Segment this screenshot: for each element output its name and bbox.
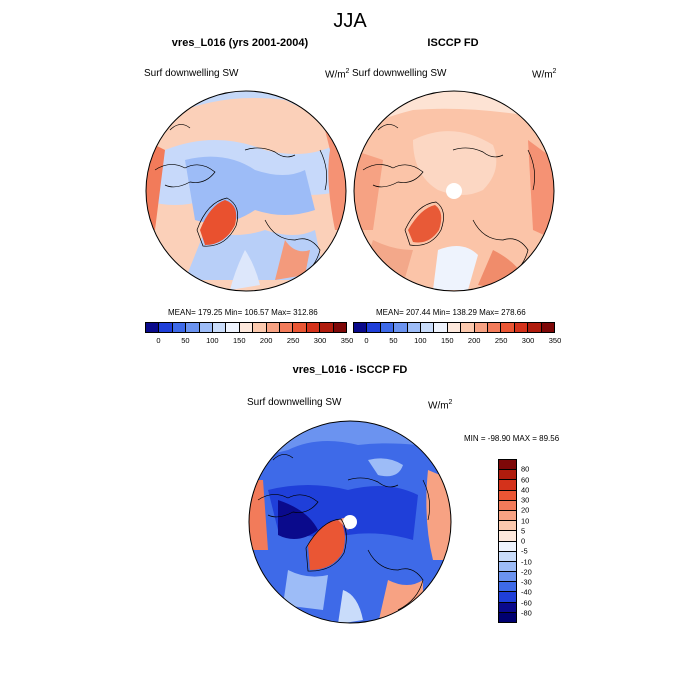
colorbar-tick-label: 30 xyxy=(521,495,530,505)
colorbar-tick-label: 350 xyxy=(340,336,354,345)
colorbar-tick-label: 50 xyxy=(181,336,190,345)
colorbar-swatch xyxy=(499,561,516,573)
map2-title: ISCCP FD xyxy=(427,37,479,49)
colorbar-swatch xyxy=(499,490,516,501)
colorbar-tick-label: 350 xyxy=(548,336,562,345)
colorbar-tick-label: -60 xyxy=(521,598,532,607)
diff-map-polar-plot xyxy=(248,420,452,624)
colorbar-tick-label: -10 xyxy=(521,557,532,566)
colorbar-swatch xyxy=(499,541,516,552)
colorbar-swatch xyxy=(367,323,381,332)
diff-map-title: vres_L016 - ISCCP FD xyxy=(292,364,408,376)
colorbar-swatch xyxy=(461,323,475,332)
diff-map-colorbar xyxy=(498,459,517,623)
colorbar-swatch xyxy=(354,323,368,332)
colorbar-swatch xyxy=(394,323,408,332)
colorbar-tick-label: 300 xyxy=(313,336,327,345)
colorbar-swatch xyxy=(239,323,254,332)
colorbar-tick-label: 0 xyxy=(156,336,161,345)
diff-map-variable-label: Surf downwelling SW xyxy=(247,397,342,408)
colorbar-swatch xyxy=(499,612,516,622)
map1-colorbar xyxy=(145,322,347,333)
colorbar-swatch xyxy=(159,323,173,332)
colorbar-tick-label: 0 xyxy=(364,336,369,345)
colorbar-tick-label: 150 xyxy=(441,336,454,345)
colorbar-tick-label: 250 xyxy=(286,336,300,345)
map1-variable-label: Surf downwelling SW xyxy=(144,68,239,79)
colorbar-swatch xyxy=(499,582,516,593)
colorbar-tick-label: 60 xyxy=(521,475,530,484)
map1-polar-plot xyxy=(145,90,347,292)
map2-polar-plot xyxy=(353,90,555,292)
diff-map-stats: MIN = -98.90 MAX = 89.56 xyxy=(464,434,560,443)
colorbar-swatch xyxy=(499,572,516,583)
colorbar-swatch xyxy=(499,510,516,522)
colorbar-swatch xyxy=(186,323,200,332)
colorbar-swatch xyxy=(434,323,448,332)
colorbar-tick-label: 100 xyxy=(206,336,219,345)
colorbar-swatch xyxy=(528,323,542,332)
map2-variable-label: Surf downwelling SW xyxy=(352,68,447,79)
map2-stats: MEAN= 207.44 Min= 138.29 Max= 278.66 xyxy=(376,308,526,317)
map2-colorbar xyxy=(353,322,555,333)
colorbar-tick-label: -40 xyxy=(521,587,532,597)
diff-map-units: W/m2 xyxy=(428,399,453,412)
colorbar-swatch xyxy=(488,323,502,332)
colorbar-tick-label: 50 xyxy=(389,336,398,345)
colorbar-swatch xyxy=(172,323,187,332)
colorbar-tick-label: 150 xyxy=(233,336,246,345)
colorbar-tick-label: -30 xyxy=(521,577,532,587)
colorbar-tick-label: 300 xyxy=(521,336,535,345)
colorbar-tick-label: 5 xyxy=(521,526,526,536)
colorbar-tick-label: 250 xyxy=(494,336,508,345)
colorbar-swatch xyxy=(226,323,240,332)
colorbar-swatch xyxy=(541,323,555,332)
colorbar-swatch xyxy=(199,323,214,332)
colorbar-swatch xyxy=(499,460,516,471)
colorbar-swatch xyxy=(501,323,515,332)
colorbar-swatch xyxy=(293,323,307,332)
colorbar-swatch xyxy=(333,323,347,332)
map1-title: vres_L016 (yrs 2001-2004) xyxy=(171,37,309,49)
colorbar-swatch xyxy=(499,602,516,613)
colorbar-tick-label: -80 xyxy=(521,608,532,618)
colorbar-swatch xyxy=(213,323,227,332)
colorbar-swatch xyxy=(474,323,489,332)
colorbar-swatch xyxy=(306,323,321,332)
colorbar-swatch xyxy=(499,470,516,481)
colorbar-tick-label: -20 xyxy=(521,567,532,577)
colorbar-tick-label: 20 xyxy=(521,505,530,515)
colorbar-swatch xyxy=(407,323,422,332)
colorbar-swatch xyxy=(266,323,281,332)
colorbar-swatch xyxy=(499,480,516,491)
map1-units: W/m2 xyxy=(325,68,350,81)
colorbar-swatch xyxy=(320,323,334,332)
colorbar-swatch xyxy=(499,500,516,511)
colorbar-tick-label: 200 xyxy=(467,336,481,345)
colorbar-swatch xyxy=(499,592,516,603)
season-title: JJA xyxy=(333,10,367,32)
colorbar-swatch xyxy=(514,323,529,332)
colorbar-swatch xyxy=(280,323,294,332)
colorbar-tick-label: 0 xyxy=(521,536,526,546)
colorbar-swatch xyxy=(253,323,267,332)
colorbar-swatch xyxy=(499,531,516,542)
colorbar-tick-label: 200 xyxy=(259,336,273,345)
colorbar-tick-label: 10 xyxy=(521,516,530,525)
map1-stats: MEAN= 179.25 Min= 106.57 Max= 312.86 xyxy=(168,308,318,317)
colorbar-swatch xyxy=(447,323,462,332)
colorbar-tick-label: 100 xyxy=(414,336,427,345)
map2-units: W/m2 xyxy=(532,68,557,81)
colorbar-swatch xyxy=(499,521,516,532)
colorbar-swatch xyxy=(380,323,395,332)
diff-map-colorbar-ticks: 80 60 40 30 20 10 5 0 -5 -10 -20 -30 -40 -60 -80 xyxy=(521,459,551,623)
colorbar-swatch xyxy=(421,323,435,332)
colorbar-tick-label: 80 xyxy=(521,464,530,474)
colorbar-swatch xyxy=(499,551,516,562)
colorbar-tick-label: 40 xyxy=(521,485,530,495)
colorbar-swatch xyxy=(146,323,160,332)
colorbar-tick-label: -5 xyxy=(521,546,528,556)
